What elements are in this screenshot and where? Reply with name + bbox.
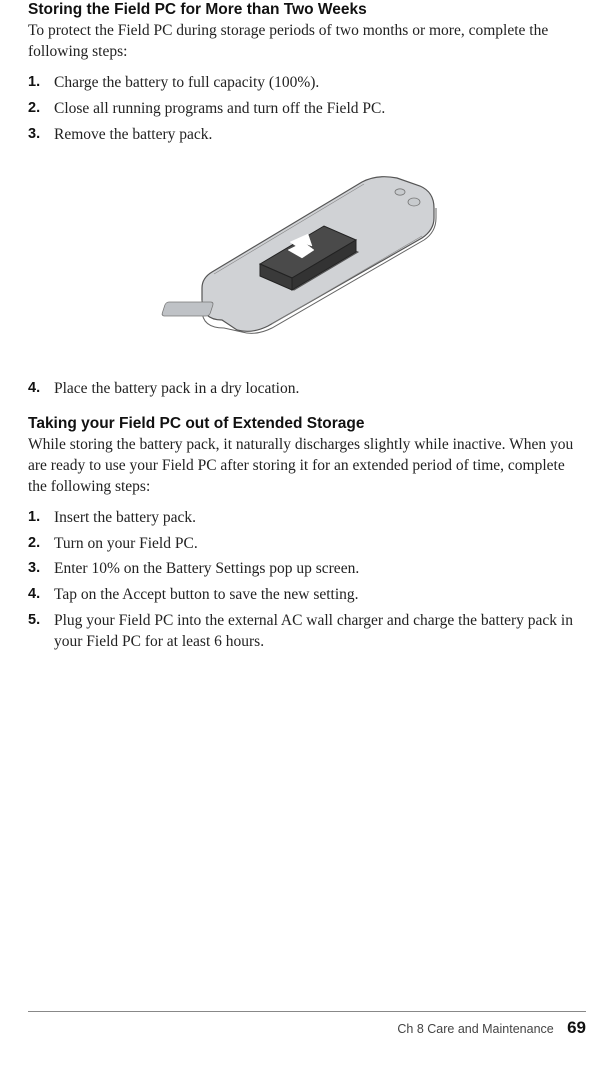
step-number: 2.: [28, 99, 40, 119]
step-text: Plug your Field PC into the external AC …: [54, 612, 573, 650]
list-item: 2. Close all running programs and turn of…: [28, 99, 586, 120]
step-number: 3.: [28, 559, 40, 579]
section1-steps-a: 1. Charge the battery to full capacity (1…: [28, 73, 586, 146]
list-item: 3. Enter 10% on the Battery Settings pop …: [28, 559, 586, 580]
list-item: 4. Tap on the Accept button to save the n…: [28, 585, 586, 606]
device-figure: [28, 160, 586, 355]
step-number: 2.: [28, 534, 40, 554]
list-item: 4. Place the battery pack in a dry locati…: [28, 379, 586, 400]
step-number: 5.: [28, 611, 40, 631]
list-item: 1. Insert the battery pack.: [28, 508, 586, 529]
step-number: 1.: [28, 508, 40, 528]
list-item: 1. Charge the battery to full capacity (1…: [28, 73, 586, 94]
section2-heading: Taking your Field PC out of Extended Sto…: [28, 414, 586, 434]
section2-intro: While storing the battery pack, it natur…: [28, 435, 586, 498]
step-text: Remove the battery pack.: [54, 126, 212, 143]
footer-page-number: 69: [567, 1018, 586, 1037]
step-number: 3.: [28, 125, 40, 145]
section1-steps-b: 4. Place the battery pack in a dry locati…: [28, 379, 586, 400]
section1-intro: To protect the Field PC during storage p…: [28, 21, 586, 63]
step-text: Place the battery pack in a dry location…: [54, 380, 299, 397]
list-item: 3. Remove the battery pack.: [28, 125, 586, 146]
step-text: Close all running programs and turn off …: [54, 100, 385, 117]
step-text: Insert the battery pack.: [54, 509, 196, 526]
section2-steps: 1. Insert the battery pack. 2. Turn on you…: [28, 508, 586, 654]
step-number: 1.: [28, 73, 40, 93]
step-text: Enter 10% on the Battery Settings pop up…: [54, 560, 359, 577]
step-text: Tap on the Accept button to save the new…: [54, 586, 359, 603]
list-item: 2. Turn on your Field PC.: [28, 534, 586, 555]
page-footer: Ch 8 Care and Maintenance 69: [28, 1011, 586, 1038]
step-text: Turn on your Field PC.: [54, 535, 198, 552]
step-number: 4.: [28, 379, 40, 399]
section1-heading: Storing the Field PC for More than Two W…: [28, 0, 586, 20]
footer-chapter-label: Ch 8 Care and Maintenance: [397, 1022, 553, 1036]
list-item: 5. Plug your Field PC into the external A…: [28, 611, 586, 653]
step-text: Charge the battery to full capacity (100…: [54, 74, 319, 91]
step-number: 4.: [28, 585, 40, 605]
